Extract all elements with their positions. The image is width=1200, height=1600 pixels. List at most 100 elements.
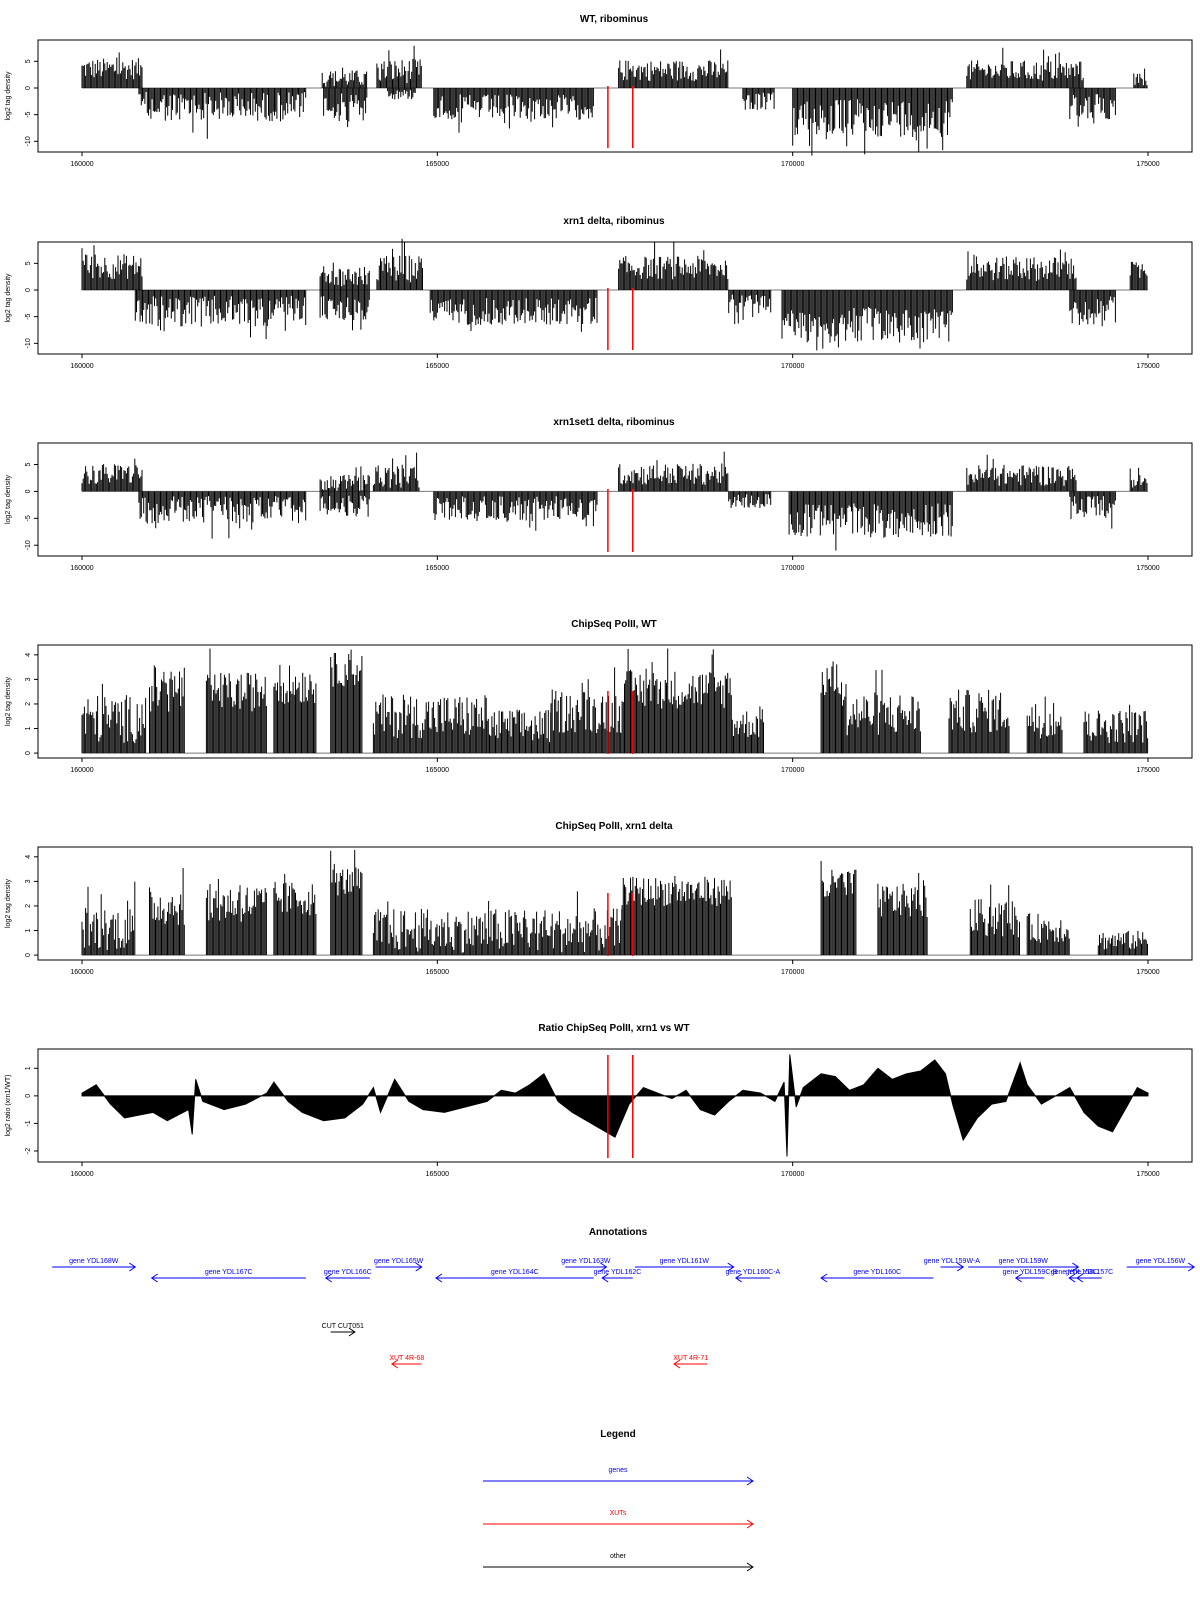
y-tick-label: 2 [25, 904, 32, 908]
y-tick-label: 1 [25, 1066, 32, 1070]
y-tick-label: 5 [25, 261, 32, 265]
gene-label: gene YDL165W [374, 1258, 424, 1265]
y-tick-label: 4 [25, 653, 32, 657]
x-tick-label: 175000 [1136, 363, 1159, 370]
x-tick-label: 165000 [426, 767, 449, 774]
gene-arrow-head [150, 1273, 158, 1283]
y-tick-label: -10 [25, 338, 32, 348]
y-tick-label: -5 [25, 515, 32, 521]
y-tick-label: 3 [25, 879, 32, 883]
gene-label: gene YDL166C [324, 1269, 372, 1276]
y-tick-label: 0 [25, 751, 32, 755]
gene-label: gene YDL159W-A [924, 1258, 980, 1265]
chart-panel-3: xrn1set1 delta, ribominus -10 -5 0 5 log2 tag… [5, 417, 1193, 572]
xut-arrow-head [390, 1359, 399, 1369]
x-tick-label: 170000 [781, 565, 804, 572]
gene-label: gene YDL160C [853, 1269, 901, 1276]
gene-arrow-head [1014, 1273, 1023, 1283]
xut-arrow-head [673, 1359, 681, 1369]
gene-arrow-head [415, 1262, 423, 1272]
chart-title: Ratio ChipSeq PolII, xrn1 vs WT [538, 1023, 689, 1034]
gene-label: gene YDL162C [594, 1269, 642, 1276]
y-tick-label: 0 [25, 953, 32, 957]
x-tick-label: 175000 [1136, 565, 1159, 572]
plot-frame [37, 1048, 1193, 1163]
gene-label: gene YDL159C-B [1003, 1269, 1058, 1276]
gene-label: gene YDL159W [999, 1258, 1049, 1265]
x-tick-label: 160000 [70, 767, 93, 774]
chart-title: xrn1 delta, ribominus [563, 216, 665, 227]
x-tick-label: 160000 [70, 161, 93, 168]
plot-frame [37, 644, 1193, 759]
gene-label: gene YDL164C [491, 1269, 539, 1276]
x-tick-label: 170000 [781, 161, 804, 168]
cut-arrow-head [348, 1327, 356, 1337]
x-tick-label: 160000 [70, 363, 93, 370]
y-tick-label: 0 [25, 86, 32, 90]
y-axis-label: log2 tag density [5, 676, 12, 726]
chart-panel-2: xrn1 delta, ribominus -10 -5 0 5 log2 tag den… [5, 216, 1193, 370]
x-tick-label: 170000 [781, 1171, 804, 1178]
legend-arrow-head [746, 1476, 754, 1486]
gene-label: gene YDL163W [561, 1258, 611, 1265]
gene-arrow-head [1076, 1273, 1084, 1283]
gene-arrow-head [727, 1262, 735, 1272]
y-tick-label: 3 [25, 677, 32, 681]
gene-label: gene YDL156W [1136, 1258, 1186, 1265]
y-tick-label: 4 [25, 855, 32, 859]
y-tick-label: 5 [25, 462, 32, 466]
y-tick-label: -10 [25, 540, 32, 550]
legend-label: genes [608, 1467, 628, 1474]
y-tick-label: -5 [25, 313, 32, 319]
x-tick-label: 160000 [70, 969, 93, 976]
gene-arrow-head [600, 1262, 608, 1272]
plot-frame [37, 39, 1193, 153]
y-axis-label: log2 tag density [5, 474, 12, 524]
bars-group [81, 648, 1149, 754]
x-tick-label: 170000 [781, 767, 804, 774]
legend-arrow-head [746, 1562, 754, 1572]
cut-label: CUT CUT051 [322, 1323, 364, 1330]
bars-group [81, 238, 1148, 351]
y-tick-label: 0 [25, 288, 32, 292]
chart-panel-1: WT, ribominus -10 -5 0 5 log2 tag density 1600… [5, 14, 1193, 168]
chart-title: xrn1set1 delta, ribominus [553, 417, 675, 428]
x-tick-label: 170000 [781, 363, 804, 370]
chart-title: ChipSeq PolII, xrn1 delta [555, 821, 673, 832]
x-tick-label: 175000 [1136, 1171, 1159, 1178]
gene-label: gene YDL158C [1051, 1269, 1099, 1276]
bars-group [81, 45, 1148, 156]
chart-title: WT, ribominus [580, 14, 649, 25]
gene-label: gene YDL157C [1065, 1269, 1113, 1276]
x-tick-label: 175000 [1136, 767, 1159, 774]
chart-panel-5: ChipSeq PolII, xrn1 delta 0 1 2 3 4 log2 tag d… [5, 821, 1193, 976]
y-axis-label: log2 ratio (xrn1/WT) [5, 1075, 12, 1137]
gene-arrow-head [129, 1262, 137, 1272]
y-axis-label: log2 tag density [5, 273, 12, 323]
x-tick-label: 160000 [70, 1171, 93, 1178]
x-tick-label: 160000 [70, 565, 93, 572]
y-tick-label: 1 [25, 726, 32, 730]
y-tick-label: -1 [25, 1120, 32, 1126]
gene-label: gene YDL167C [205, 1269, 253, 1276]
gene-label: gene YDL160C-A [725, 1269, 780, 1276]
x-tick-label: 165000 [426, 1171, 449, 1178]
x-tick-label: 170000 [781, 969, 804, 976]
y-tick-label: 5 [25, 59, 32, 63]
gene-arrow-head [324, 1273, 333, 1283]
x-tick-label: 165000 [426, 969, 449, 976]
gene-arrow-head [1187, 1262, 1196, 1272]
legend-label: XUTs [610, 1510, 627, 1517]
x-tick-label: 165000 [426, 565, 449, 572]
x-tick-label: 165000 [426, 161, 449, 168]
annotations-panel: Annotations gene YDL168W gene YDL167C gene … [52, 1227, 1196, 1369]
y-tick-label: 2 [25, 702, 32, 706]
y-tick-label: -2 [25, 1148, 32, 1154]
x-tick-label: 165000 [426, 363, 449, 370]
gene-arrow-head [820, 1273, 828, 1283]
plot-frame [37, 846, 1193, 961]
chart-title: ChipSeq PolII, WT [571, 619, 657, 630]
chart-panel-6: Ratio ChipSeq PolII, xrn1 vs WT -2 -1 0 1 log… [5, 1023, 1193, 1178]
gene-label: gene YDL161W [660, 1258, 710, 1265]
